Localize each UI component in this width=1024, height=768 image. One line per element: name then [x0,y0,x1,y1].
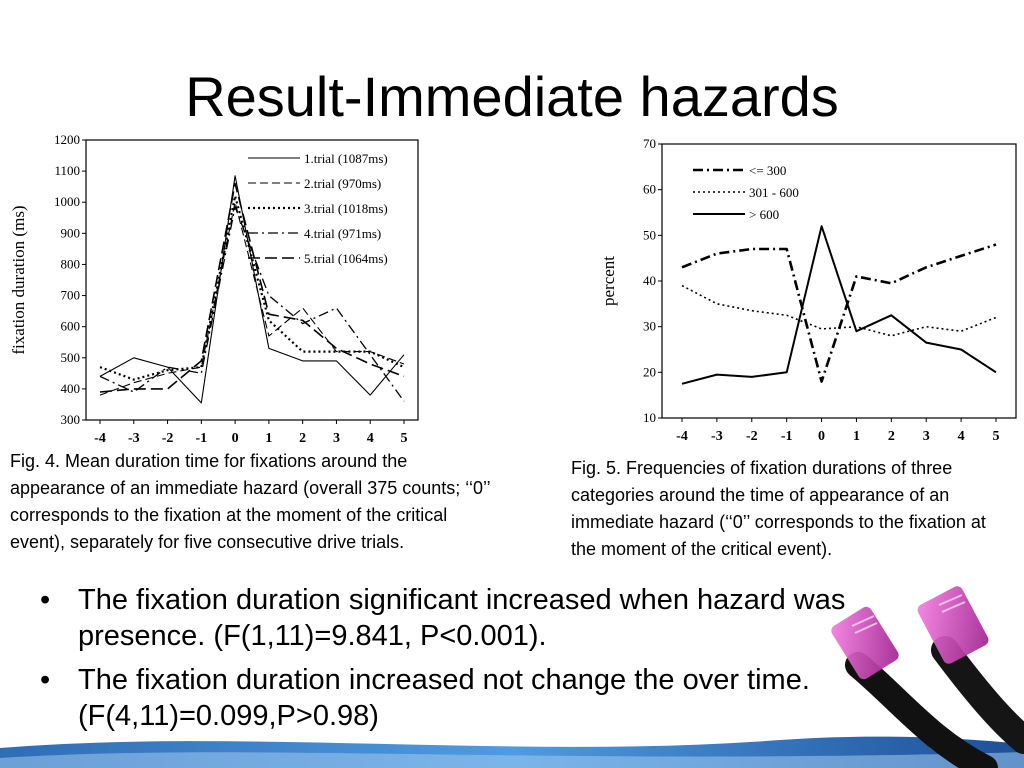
y-tick-label: 1100 [54,163,80,178]
plot-frame [85,139,419,421]
x-tick-label: 2 [888,429,895,444]
x-tick-label: 4 [367,431,374,446]
x-tick-label: 0 [818,429,825,444]
bullet-symbol: • [40,664,51,696]
y-tick-label: 900 [61,225,81,240]
series-line [99,206,405,402]
figure-5-caption: Fig. 5. Frequencies of fixation duration… [571,458,986,559]
y-tick-label: 10 [643,410,656,425]
x-tick-label: -1 [781,429,793,444]
x-tick-label: -4 [676,429,688,444]
fixation-frequency-chart: 10 20 30 40 50 60 70 -4 -3 -2 -1 0 1 2 3 4 5 percent <= 30… [599,136,1017,444]
series-line [681,243,997,383]
y-axis-label: percent [599,256,618,306]
y-tick-label: 30 [643,319,656,334]
x-tick-label: 1 [853,429,860,444]
y-tick-label: 500 [61,350,81,365]
x-tick-label: 5 [993,429,1000,444]
series-line [681,284,997,337]
x-tick-label: 2 [299,431,306,446]
x-tick-label: -2 [162,431,174,446]
fixation-duration-chart: 300 400 500 600 700 800 900 1000 1100 1200 -4 -3 -2 -… [9,132,419,446]
y-tick-label: 400 [61,381,81,396]
series-line [99,201,405,396]
series-line [99,182,405,393]
bullet-item: • The fixation duration increased not ch… [40,662,920,734]
bullet-text: The fixation duration increased not chan… [78,664,810,732]
legend-label: 2.trial (970ms) [304,176,381,191]
y-tick-label: 70 [643,136,656,151]
x-tick-label: 3 [333,431,340,446]
x-tick-label: -1 [195,431,207,446]
y-axis-label: fixation duration (ms) [9,205,28,354]
legend-label: 3.trial (1018ms) [304,201,388,216]
x-tick-label: -4 [94,431,106,446]
x-tick-label: 0 [232,431,239,446]
y-tick-label: 800 [61,256,81,271]
figure-4-caption: Fig. 4. Mean duration time for fixations… [10,451,490,552]
legend-label: 4.trial (971ms) [304,226,381,241]
y-tick-label: 1200 [54,132,80,147]
slide-title: Result-Immediate hazards [185,65,839,128]
x-tick-label: -2 [746,429,758,444]
legend-label: 5.trial (1064ms) [304,251,388,266]
y-tick-label: 300 [61,412,81,427]
y-tick-label: 20 [643,364,656,379]
legend-label: 301 - 600 [749,185,799,200]
bullet-text: The fixation duration significant increa… [78,584,846,652]
y-tick-label: 50 [643,227,656,242]
series-line [99,175,405,404]
bullet-list: • The fixation duration significant incr… [40,582,920,742]
x-tick-label: 4 [958,429,965,444]
y-tick-label: 40 [643,273,656,288]
legend-label: 1.trial (1087ms) [304,151,388,166]
y-tick-label: 600 [61,319,81,334]
x-tick-label: 1 [265,431,272,446]
x-tick-label: -3 [711,429,723,444]
legend-label: > 600 [749,207,779,222]
x-tick-label: -3 [128,431,140,446]
y-tick-label: 60 [643,182,656,197]
legend-label: <= 300 [749,163,786,178]
y-tick-label: 1000 [54,194,80,209]
bullet-item: • The fixation duration significant incr… [40,582,920,654]
series-line [681,225,997,385]
bullet-symbol: • [40,584,51,616]
y-tick-label: 700 [61,288,81,303]
x-tick-label: 5 [401,431,408,446]
x-tick-label: 3 [923,429,930,444]
